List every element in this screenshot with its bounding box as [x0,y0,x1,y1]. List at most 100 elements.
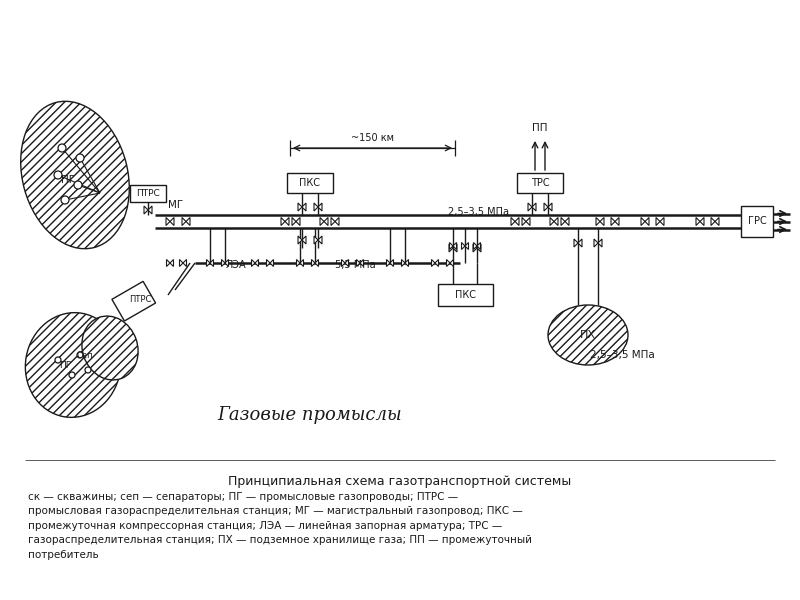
Circle shape [69,372,75,378]
Polygon shape [544,203,548,211]
Polygon shape [144,206,148,214]
Polygon shape [565,217,569,226]
Polygon shape [360,259,363,266]
Polygon shape [206,259,210,266]
Polygon shape [561,217,565,226]
Text: Сеп: Сеп [77,350,94,359]
Polygon shape [548,203,552,211]
Polygon shape [578,239,582,247]
Polygon shape [318,236,322,244]
Polygon shape [641,217,645,226]
Polygon shape [550,217,554,226]
Polygon shape [182,217,186,226]
Text: ЛЭА: ЛЭА [226,260,246,270]
Circle shape [54,171,62,179]
Polygon shape [645,217,649,226]
Polygon shape [298,203,302,211]
Circle shape [61,196,69,204]
Polygon shape [574,239,578,247]
Text: 2,5–3,5 МПа: 2,5–3,5 МПа [447,207,509,217]
Text: 2,5–3,5 МПа: 2,5–3,5 МПа [590,350,654,360]
Polygon shape [711,217,715,226]
Circle shape [58,144,66,152]
Polygon shape [594,239,598,247]
Polygon shape [465,242,469,250]
Bar [287,173,333,193]
Polygon shape [300,259,303,266]
Circle shape [77,352,83,358]
Polygon shape [292,217,296,226]
Polygon shape [453,244,457,252]
Polygon shape [615,217,619,226]
Circle shape [85,367,91,373]
Polygon shape [515,217,519,226]
Polygon shape [611,217,615,226]
Polygon shape [345,259,349,266]
Polygon shape [526,217,530,226]
Polygon shape [183,259,186,266]
Ellipse shape [26,313,121,418]
Polygon shape [255,259,258,266]
Polygon shape [700,217,704,226]
Polygon shape [179,259,183,266]
Text: ПГ: ПГ [59,361,71,370]
Polygon shape [453,242,457,250]
Polygon shape [302,203,306,211]
Polygon shape [660,217,664,226]
Text: Принципиальная схема газотранспортной системы: Принципиальная схема газотранспортной си… [228,475,572,488]
Polygon shape [522,217,526,226]
Polygon shape [335,217,339,226]
Polygon shape [405,259,409,266]
Polygon shape [331,217,335,226]
Polygon shape [357,259,360,266]
Polygon shape [554,217,558,226]
Polygon shape [320,217,324,226]
Polygon shape [528,203,532,211]
Polygon shape [473,244,477,252]
Polygon shape [270,259,274,266]
Polygon shape [225,259,229,266]
Ellipse shape [548,305,628,365]
Polygon shape [532,203,536,211]
Text: МГ: МГ [168,200,183,210]
Text: ПТРС: ПТРС [129,295,151,304]
Polygon shape [298,236,302,244]
Polygon shape [462,242,465,250]
Polygon shape [715,217,719,226]
Polygon shape [449,244,453,252]
Text: Газовые промыслы: Газовые промыслы [218,406,402,424]
Polygon shape [314,203,318,211]
Polygon shape [446,259,450,266]
Bar [741,206,773,237]
Polygon shape [251,259,255,266]
Polygon shape [431,259,435,266]
Polygon shape [170,259,174,266]
Circle shape [55,357,61,363]
Polygon shape [342,259,345,266]
Text: ПХ: ПХ [580,330,596,340]
Polygon shape [210,259,214,266]
Bar [130,185,166,202]
Polygon shape [296,217,300,226]
Polygon shape [324,217,328,226]
Polygon shape [402,259,405,266]
Polygon shape [302,236,306,244]
Polygon shape [166,259,170,266]
Polygon shape [386,259,390,266]
Polygon shape [598,239,602,247]
Polygon shape [435,259,438,266]
Polygon shape [314,236,318,244]
Text: ПКС: ПКС [299,178,321,188]
Text: ГРС: ГРС [748,217,766,226]
Text: ск — скважины; сеп — сепараторы; ПГ — промысловые газопроводы; ПТРС —
промыслова: ск — скважины; сеп — сепараторы; ПГ — пр… [28,492,532,560]
Polygon shape [450,259,454,266]
Polygon shape [315,259,318,266]
Polygon shape [281,217,285,226]
Polygon shape [266,259,270,266]
Bar [438,284,493,306]
Text: ПГ: ПГ [61,175,75,185]
Polygon shape [311,259,315,266]
Text: 5,5 МПа: 5,5 МПа [334,260,375,270]
Text: ПП: ПП [532,123,548,133]
Bar [112,281,155,321]
